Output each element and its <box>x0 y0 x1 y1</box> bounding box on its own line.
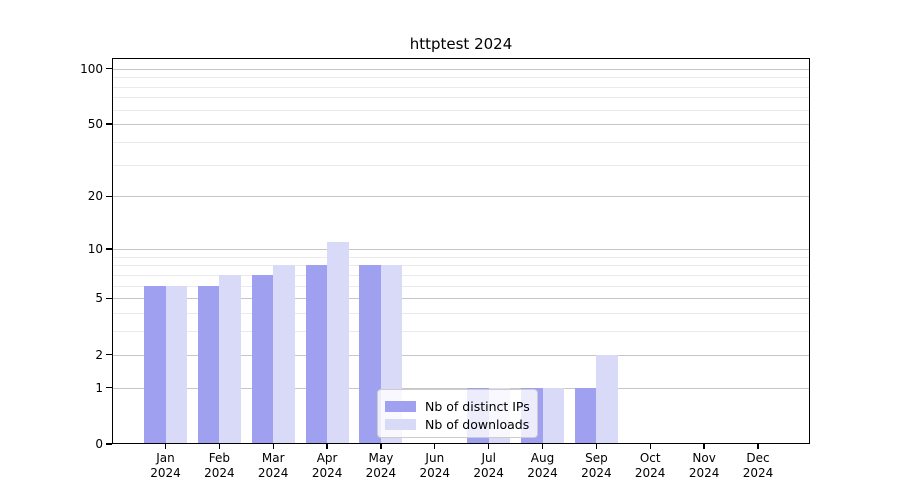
bar-distinct-ips <box>197 285 220 443</box>
x-tick-label: Apr 2024 <box>311 451 343 480</box>
y-tick-mark <box>106 123 112 125</box>
x-tick-mark <box>488 444 490 449</box>
x-tick-label: May 2024 <box>365 451 397 480</box>
gridline-major <box>113 354 809 356</box>
gridline-minor <box>113 256 809 258</box>
y-tick-label: 5 <box>95 291 103 306</box>
y-tick-mark <box>106 195 112 197</box>
y-tick-label: 1 <box>95 380 103 395</box>
x-tick-mark <box>703 444 705 449</box>
x-tick-mark <box>164 444 167 449</box>
x-tick-mark <box>272 444 274 449</box>
x-tick-label: Sep 2024 <box>581 451 612 480</box>
legend-swatch-distinct-ips <box>385 400 416 412</box>
x-tick-label: Nov 2024 <box>688 451 720 480</box>
y-tick-mark <box>106 297 112 299</box>
gridline-major <box>113 196 809 198</box>
y-tick-mark <box>106 67 112 70</box>
bar-distinct-ips <box>144 285 166 443</box>
y-tick-mark <box>106 386 112 389</box>
x-tick-label: Jul 2024 <box>473 451 504 480</box>
x-tick-label: Oct 2024 <box>634 451 666 480</box>
legend-swatch-downloads <box>385 418 416 430</box>
gridline-minor <box>113 265 809 267</box>
bar-downloads <box>596 354 618 443</box>
y-tick-label: 50 <box>87 117 103 132</box>
x-tick-mark <box>757 444 759 449</box>
gridline-minor <box>113 86 809 88</box>
legend-label-distinct-ips: Nb of distinct IPs <box>425 398 530 414</box>
bar-downloads <box>273 265 295 443</box>
x-tick-label: Aug 2024 <box>527 451 558 480</box>
chart-title: httptest 2024 <box>409 35 513 53</box>
bar-distinct-ips <box>359 265 381 443</box>
gridline-minor <box>113 274 809 276</box>
x-tick-label: Dec 2024 <box>742 451 774 480</box>
gridline-major <box>113 298 809 300</box>
gridline-major <box>113 68 809 70</box>
y-tick-label: 2 <box>95 347 103 362</box>
bar-downloads <box>219 274 241 443</box>
y-tick-label: 100 <box>80 61 103 76</box>
x-tick-label: Jun 2024 <box>419 451 451 480</box>
gridline-minor <box>113 77 809 78</box>
x-tick-mark <box>380 444 382 449</box>
gridline-minor <box>113 97 809 99</box>
y-tick-mark <box>106 353 112 356</box>
gridline-minor <box>113 285 809 287</box>
y-tick-mark <box>106 248 112 250</box>
x-tick-label: Feb 2024 <box>204 451 235 480</box>
x-tick-mark <box>595 444 598 449</box>
gridline-minor <box>113 141 809 143</box>
bar-distinct-ips <box>251 274 274 443</box>
bar-downloads <box>327 241 349 443</box>
x-tick-label: Jan 2024 <box>150 451 181 480</box>
legend-label-downloads: Nb of downloads <box>425 416 530 432</box>
gridline-minor <box>113 331 809 333</box>
x-tick-mark <box>218 444 221 449</box>
legend-item-distinct-ips: Nb of distinct IPs <box>385 397 531 415</box>
bar-downloads <box>165 285 187 443</box>
y-tick-label: 0 <box>95 437 103 451</box>
bar-distinct-ips <box>574 387 597 443</box>
legend: Nb of distinct IPs Nb of downloads <box>377 389 538 438</box>
y-tick-label: 10 <box>87 241 103 256</box>
x-tick-mark <box>326 444 328 449</box>
gridline-major <box>113 387 809 389</box>
x-tick-label: Mar 2024 <box>257 451 289 480</box>
x-tick-mark <box>649 444 651 449</box>
gridline-minor <box>113 164 809 166</box>
legend-item-downloads: Nb of downloads <box>385 415 531 433</box>
y-tick-label: 20 <box>87 189 103 204</box>
gridline-major <box>113 124 809 126</box>
x-tick-mark <box>541 444 544 449</box>
gridline-minor <box>113 313 809 315</box>
gridline-minor <box>113 109 809 111</box>
y-tick-mark <box>106 443 112 445</box>
bar-downloads <box>542 387 564 443</box>
gridline-major <box>113 248 809 250</box>
x-tick-mark <box>434 444 436 449</box>
bar-distinct-ips <box>305 265 328 443</box>
